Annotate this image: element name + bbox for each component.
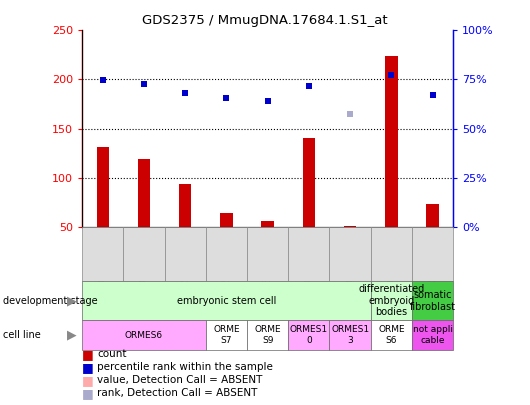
Bar xyxy=(344,226,356,227)
Bar xyxy=(138,159,150,227)
Text: ORME
S9: ORME S9 xyxy=(254,326,281,345)
Text: ■: ■ xyxy=(82,361,94,374)
Text: value, Detection Call = ABSENT: value, Detection Call = ABSENT xyxy=(97,375,262,385)
Text: ■: ■ xyxy=(82,374,94,387)
Text: count: count xyxy=(97,350,127,359)
Text: ORMES1
0: ORMES1 0 xyxy=(290,326,328,345)
Bar xyxy=(261,221,274,227)
Text: ORMES6: ORMES6 xyxy=(125,330,163,340)
Text: ORME
S6: ORME S6 xyxy=(378,326,404,345)
Bar xyxy=(96,147,109,227)
Text: ORME
S7: ORME S7 xyxy=(213,326,240,345)
Text: somatic
fibroblast: somatic fibroblast xyxy=(410,290,456,311)
Text: differentiated
embryoid
bodies: differentiated embryoid bodies xyxy=(358,284,425,317)
Text: ■: ■ xyxy=(82,387,94,400)
Text: ORMES1
3: ORMES1 3 xyxy=(331,326,369,345)
Bar xyxy=(426,204,439,227)
Text: ▶: ▶ xyxy=(67,328,76,342)
Text: development stage: development stage xyxy=(3,296,98,306)
Text: rank, Detection Call = ABSENT: rank, Detection Call = ABSENT xyxy=(97,388,258,398)
Text: percentile rank within the sample: percentile rank within the sample xyxy=(97,362,273,372)
Bar xyxy=(179,183,191,227)
Text: ■: ■ xyxy=(82,348,94,361)
Text: not appli
cable: not appli cable xyxy=(412,326,453,345)
Text: GDS2375 / MmugDNA.17684.1.S1_at: GDS2375 / MmugDNA.17684.1.S1_at xyxy=(142,14,388,27)
Text: cell line: cell line xyxy=(3,330,40,340)
Text: embryonic stem cell: embryonic stem cell xyxy=(176,296,276,306)
Text: ▶: ▶ xyxy=(67,294,76,307)
Bar xyxy=(385,56,398,227)
Bar xyxy=(220,213,233,227)
Bar xyxy=(303,139,315,227)
